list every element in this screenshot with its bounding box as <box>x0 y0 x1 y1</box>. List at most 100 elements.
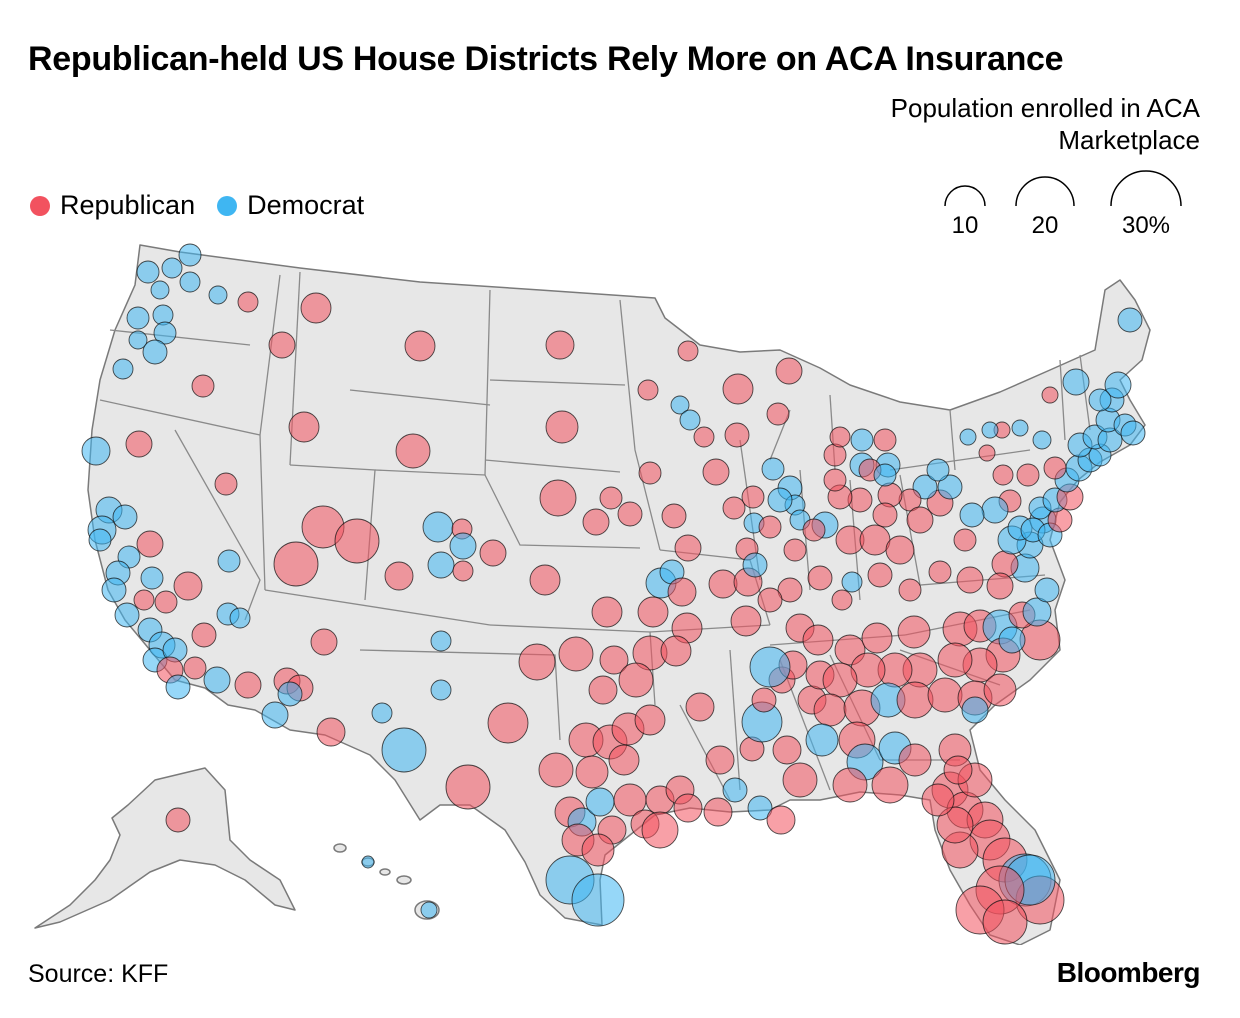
democrat-district-bubble <box>261 701 289 729</box>
republican-district-bubble <box>921 783 955 817</box>
democrat-district-bubble <box>136 260 160 284</box>
state-border <box>174 429 261 621</box>
republican-district-bubble <box>608 744 640 776</box>
republican-district-bubble <box>953 528 977 552</box>
republican-district-bubble <box>588 675 618 705</box>
republican-district-bubble <box>173 571 203 601</box>
republican-district-bubble <box>782 762 818 798</box>
democrat-district-bubble <box>81 436 111 466</box>
democrat-district-bubble <box>585 787 615 817</box>
republican-district-bubble <box>705 745 735 775</box>
republican-district-bubble <box>558 636 594 672</box>
party-legend: Republican Democrat <box>30 190 386 221</box>
republican-district-bubble <box>165 807 191 833</box>
republican-district-bubble <box>992 464 1014 486</box>
hawaii-island <box>333 843 347 853</box>
democrat-district-bubble <box>217 549 241 573</box>
democrat-district-bubble <box>961 696 989 724</box>
democrat-district-bubble <box>850 428 874 452</box>
democrat-district-bubble <box>1022 597 1052 627</box>
democrat-district-bubble <box>841 571 863 593</box>
republican-district-bubble <box>867 562 893 588</box>
democrat-district-bubble <box>1062 368 1090 396</box>
republican-district-bubble <box>766 402 790 426</box>
republican-district-bubble <box>637 379 659 401</box>
democrat-district-bubble <box>430 679 452 701</box>
democrat-district-bubble <box>959 502 985 528</box>
republican-district-bubble <box>1041 386 1059 404</box>
size-arc-10 <box>944 185 986 207</box>
democrat-district-bubble <box>1117 307 1143 333</box>
democrat-district-bubble <box>101 577 127 603</box>
chart-title: Republican-held US House Districts Rely … <box>28 40 1064 78</box>
bloomberg-logo: Bloomberg <box>1056 957 1201 988</box>
republican-district-bubble <box>660 635 692 667</box>
republican-district-bubble <box>898 743 932 777</box>
republican-district-bubble <box>991 550 1019 578</box>
democrat-district-bubble <box>142 339 168 365</box>
republican-district-bubble <box>599 645 629 675</box>
democrat-district-bubble <box>805 723 839 757</box>
republican-district-bubble <box>591 596 623 628</box>
democrat-district-bubble <box>422 511 454 543</box>
democrat-district-bubble <box>1088 388 1112 412</box>
democrat-district-bubble <box>767 487 793 513</box>
republican-district-bubble <box>703 797 733 827</box>
democrat-district-bubble <box>761 457 785 481</box>
republican-district-bubble <box>404 330 436 362</box>
republican-district-bubble <box>1016 463 1040 487</box>
republican-district-bubble <box>775 357 803 385</box>
republican-district-bubble <box>310 628 338 656</box>
republican-district-bubble <box>125 430 153 458</box>
republican-district-bubble <box>823 468 847 492</box>
republican-swatch <box>30 195 50 216</box>
republican-district-bubble <box>133 589 155 611</box>
republican-district-bubble <box>685 692 715 722</box>
democrat-district-bubble <box>1104 371 1132 399</box>
hawaii-island <box>396 875 412 885</box>
democrat-district-bubble <box>749 646 791 688</box>
state-border <box>489 379 626 386</box>
size-label-30: 30% <box>1121 212 1171 239</box>
republican-district-bubble <box>677 340 699 362</box>
size-arc-20 <box>1015 176 1075 207</box>
republican-district-bubble <box>986 572 1014 600</box>
republican-district-bubble <box>234 671 262 699</box>
democrat-district-bubble <box>981 496 1009 524</box>
republican-district-bubble <box>936 806 974 844</box>
democrat-district-bubble <box>679 409 701 431</box>
republican-district-bubble <box>288 411 320 443</box>
republican-district-bubble <box>154 590 178 614</box>
republican-district-bubble <box>545 330 575 360</box>
republican-district-bubble <box>783 538 807 562</box>
democrat-district-bubble <box>722 777 748 803</box>
republican-district-bubble <box>982 899 1028 945</box>
republican-district-bubble <box>445 764 491 810</box>
democrat-district-bubble <box>179 271 201 293</box>
size-legend: 10 20 30% <box>930 170 1200 250</box>
republican-district-bubble <box>395 433 431 469</box>
legend-label-democrat: Democrat <box>247 190 365 220</box>
republican-district-bubble <box>599 486 623 510</box>
republican-district-bubble <box>898 578 922 602</box>
democrat-district-bubble <box>937 474 963 500</box>
republican-district-bubble <box>641 811 679 849</box>
republican-district-bubble <box>983 673 1017 707</box>
republican-district-bubble <box>529 564 561 596</box>
democrat-district-bubble <box>114 602 140 628</box>
democrat-district-bubble <box>178 243 202 267</box>
republican-district-bubble <box>885 535 915 565</box>
hawaii-island <box>379 868 391 876</box>
republican-district-bubble <box>741 485 765 509</box>
republican-district-bubble <box>831 589 853 611</box>
democrat-district-bubble <box>229 607 251 629</box>
republican-district-bubble <box>582 508 610 536</box>
state-border <box>99 399 261 436</box>
republican-district-bubble <box>316 717 346 747</box>
democrat-district-bubble <box>873 463 897 487</box>
republican-district-bubble <box>757 587 783 613</box>
republican-district-bubble <box>452 560 474 582</box>
democrat-district-bubble <box>161 257 183 279</box>
democrat-district-bubble <box>742 552 768 578</box>
republican-district-bubble <box>978 444 996 462</box>
